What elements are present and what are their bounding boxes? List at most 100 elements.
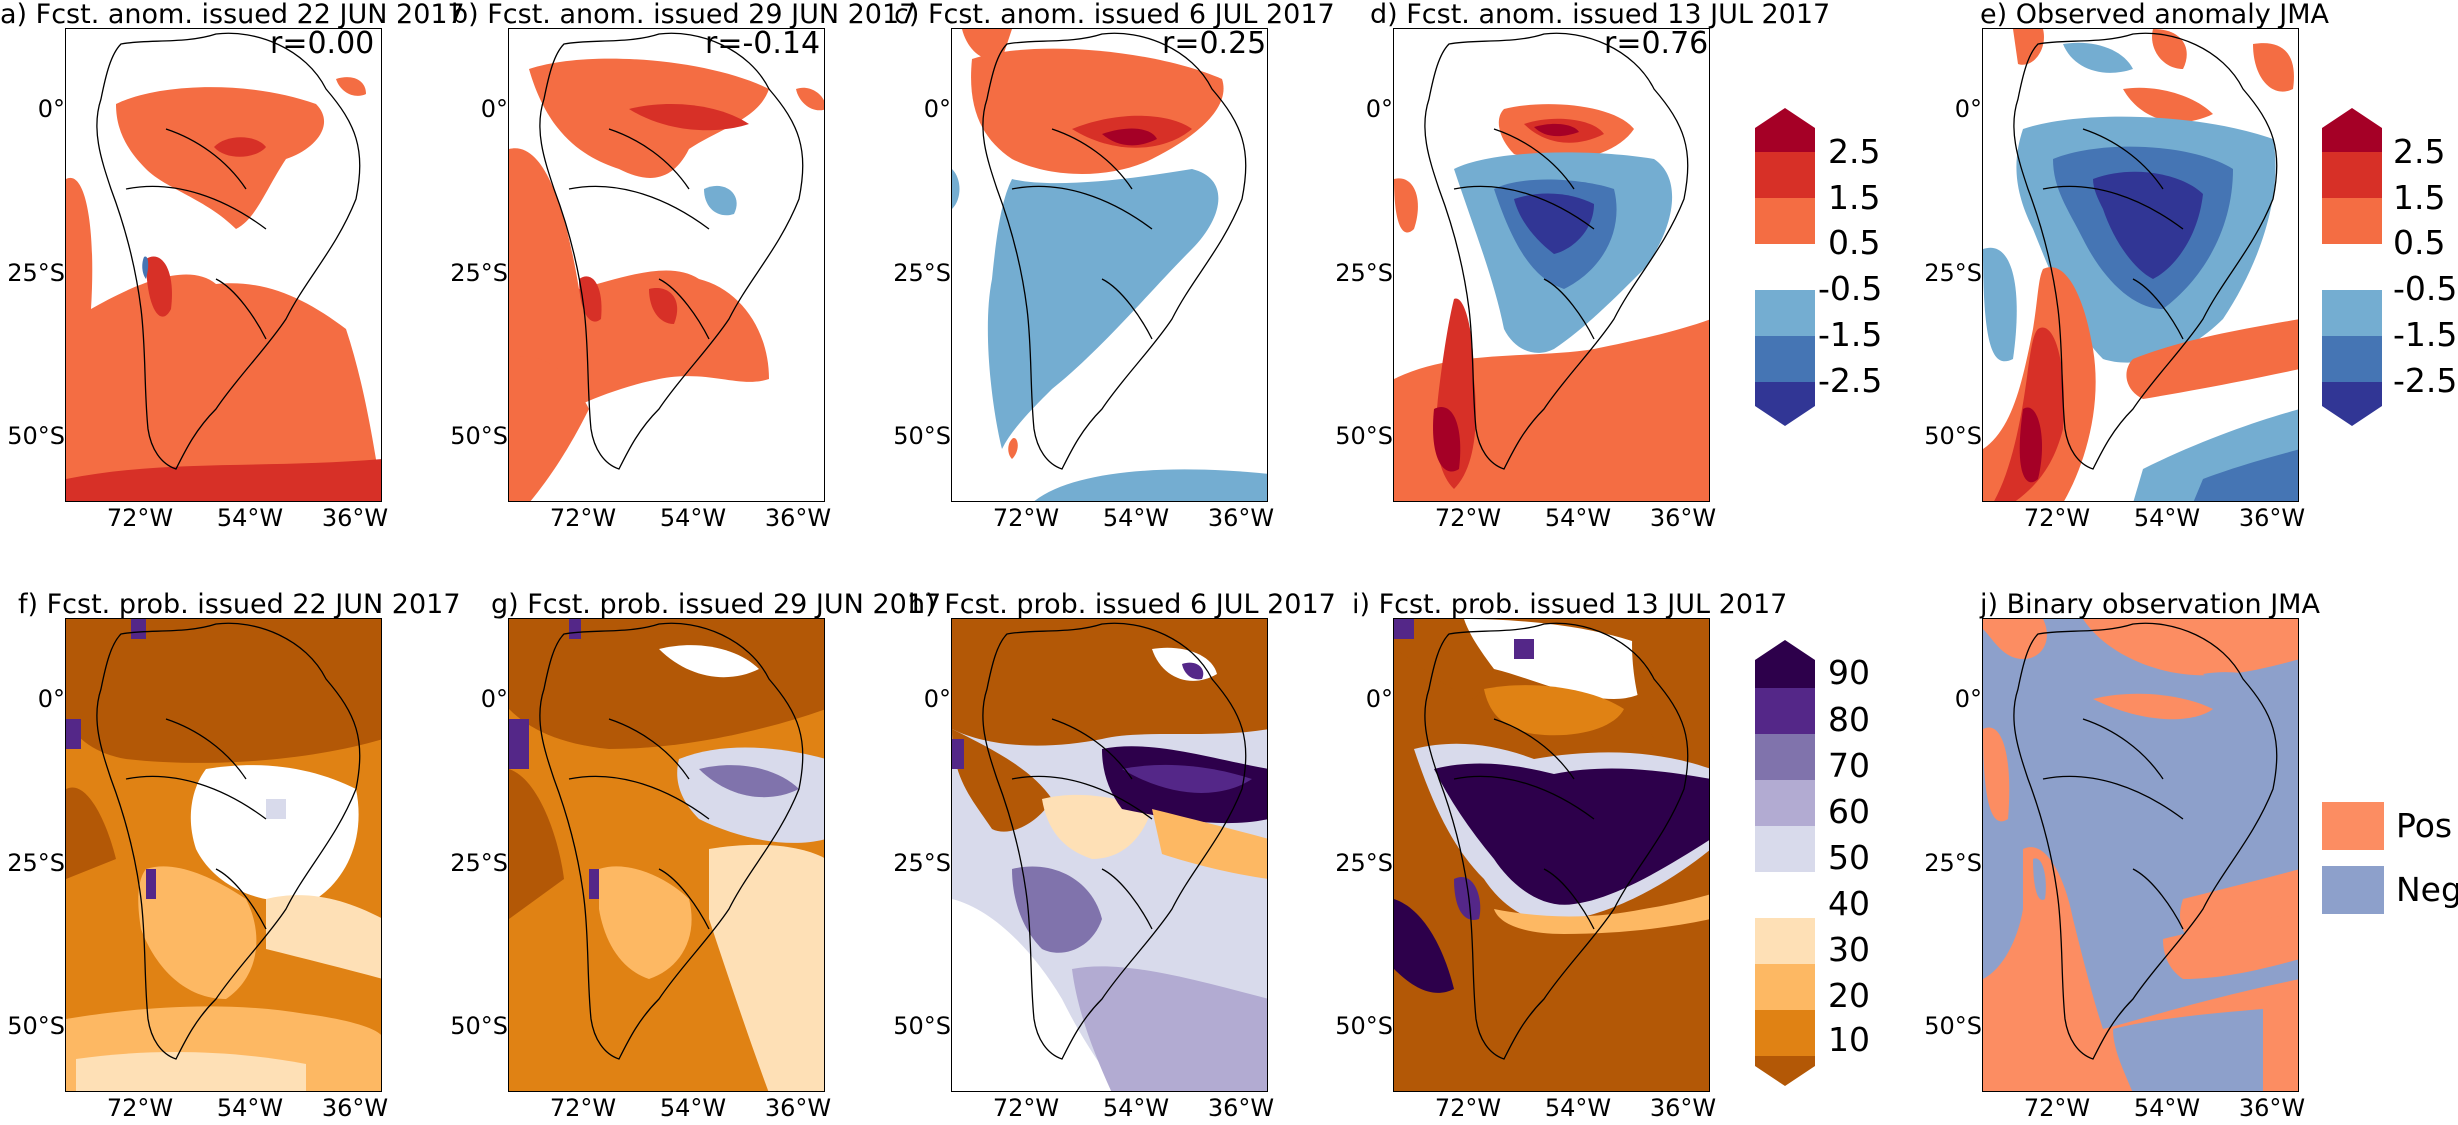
colorbar-canvas (1755, 108, 1815, 426)
colorbar-label: -2.5 (2393, 361, 2458, 400)
colorbar-label: 40 (1828, 884, 1870, 923)
lat-tick-label: 50°S (1924, 1012, 1982, 1040)
legend-label: Pos (2396, 806, 2453, 845)
lat-tick-label: 50°S (7, 422, 65, 450)
colorbar-gap (2322, 244, 2382, 290)
lon-tick-label: 36°W (321, 504, 389, 532)
map-canvas (66, 32, 381, 501)
panel-title: h) Fcst. prob. issued 6 JUL 2017 (908, 589, 1336, 620)
lon-tick-label: 54°W (216, 504, 284, 532)
anomaly-colorbar-right (2322, 108, 2382, 432)
lon-tick-label: 54°W (1544, 504, 1612, 532)
coastline (539, 622, 804, 1060)
lon-tick-label: 72°W (106, 1094, 174, 1122)
lon-tick-label: 36°W (321, 1094, 389, 1122)
colorbar-cell (2322, 382, 2382, 426)
map-frame (1393, 28, 1710, 502)
coastline (96, 622, 361, 1060)
lat-tick-label: 50°S (1335, 422, 1393, 450)
lat-tick-label: 0° (37, 95, 65, 123)
map-frame (65, 28, 382, 502)
lon-tick-label: 54°W (216, 1094, 284, 1122)
coastline (982, 32, 1247, 470)
coastline (982, 622, 1247, 1060)
colorbar-label: 1.5 (1828, 178, 1881, 217)
lat-tick-label: 25°S (893, 259, 951, 287)
binary-field (1983, 619, 2298, 1091)
map-canvas (509, 32, 824, 501)
colorbar-label: 20 (1828, 976, 1870, 1015)
correlation-label: r=0.00 (270, 26, 375, 61)
anomaly-field (66, 77, 381, 501)
lat-tick-label: 25°S (7, 849, 65, 877)
panel-title: d) Fcst. anom. issued 13 JUL 2017 (1370, 0, 1831, 30)
colorbar-cell (1755, 780, 1815, 826)
map-canvas (1983, 29, 2298, 501)
probability-colorbar (1755, 640, 1815, 1090)
lon-tick-label: 54°W (1102, 504, 1170, 532)
map-canvas (509, 619, 824, 1091)
lon-tick-label: 36°W (1207, 504, 1275, 532)
lon-tick-label: 54°W (1102, 1094, 1170, 1122)
colorbar-label: 1.5 (2393, 178, 2446, 217)
lon-tick-label: 36°W (764, 1094, 832, 1122)
lon-tick-label: 54°W (1544, 1094, 1612, 1122)
lat-tick-label: 50°S (893, 1012, 951, 1040)
correlation-label: r=0.76 (1604, 26, 1709, 61)
lat-tick-label: 50°S (893, 422, 951, 450)
colorbar-cell (1755, 1056, 1815, 1086)
colorbar-label: 30 (1828, 930, 1870, 969)
lat-tick-label: 25°S (1924, 849, 1982, 877)
lon-tick-label: 72°W (549, 504, 617, 532)
legend-label: Neg (2396, 870, 2458, 909)
colorbar-label: -2.5 (1818, 361, 1883, 400)
colorbar-label: 2.5 (2393, 132, 2446, 171)
colorbar-label: 60 (1828, 792, 1870, 831)
map-canvas (1394, 619, 1709, 1060)
lon-tick-label: 72°W (2023, 504, 2091, 532)
panel-title: i) Fcst. prob. issued 13 JUL 2017 (1352, 589, 1788, 620)
panel-title: g) Fcst. prob. issued 29 JUN 2017 (491, 589, 942, 620)
colorbar-cell (1755, 152, 1815, 198)
anomaly-colorbar (1755, 108, 1815, 432)
lon-tick-label: 54°W (2133, 504, 2201, 532)
map-frame (508, 618, 825, 1092)
anomaly-field (1983, 29, 2298, 501)
colorbar-cell (1755, 382, 1815, 426)
lat-tick-label: 50°S (450, 422, 508, 450)
colorbar-label: -1.5 (1818, 315, 1883, 354)
anomaly-field (952, 29, 1267, 501)
colorbar-gap (1755, 244, 1815, 290)
colorbar-label: 70 (1828, 746, 1870, 785)
lat-tick-label: 25°S (1924, 259, 1982, 287)
colorbar-label: 10 (1828, 1020, 1870, 1059)
anomaly-field (509, 58, 824, 501)
colorbar-canvas (1755, 640, 1815, 1086)
colorbar-cell (2322, 108, 2382, 152)
colorbar-cell (2322, 198, 2382, 244)
colorbar-label: -1.5 (2393, 315, 2458, 354)
colorbar-cell (1755, 198, 1815, 244)
map-frame (951, 28, 1268, 502)
lon-tick-label: 72°W (1434, 504, 1502, 532)
colorbar-cell (1755, 826, 1815, 872)
lon-tick-label: 72°W (106, 504, 174, 532)
lat-tick-label: 0° (1365, 95, 1393, 123)
lon-tick-label: 36°W (2238, 1094, 2306, 1122)
lat-tick-label: 0° (923, 95, 951, 123)
map-canvas (1983, 619, 2298, 1091)
colorbar-canvas (2322, 108, 2382, 426)
panel-title: c) Fcst. anom. issued 6 JUL 2017 (894, 0, 1335, 30)
lon-tick-label: 36°W (1649, 504, 1717, 532)
lat-tick-label: 50°S (450, 1012, 508, 1040)
anomaly-field (1394, 104, 1709, 501)
lat-tick-label: 25°S (893, 849, 951, 877)
colorbar-cell (2322, 290, 2382, 336)
lat-tick-label: 0° (1365, 685, 1393, 713)
map-frame (1982, 28, 2299, 502)
lat-tick-label: 25°S (7, 259, 65, 287)
colorbar-cell (2322, 336, 2382, 382)
lon-tick-label: 36°W (764, 504, 832, 532)
lat-tick-label: 0° (37, 685, 65, 713)
lon-tick-label: 72°W (2023, 1094, 2091, 1122)
